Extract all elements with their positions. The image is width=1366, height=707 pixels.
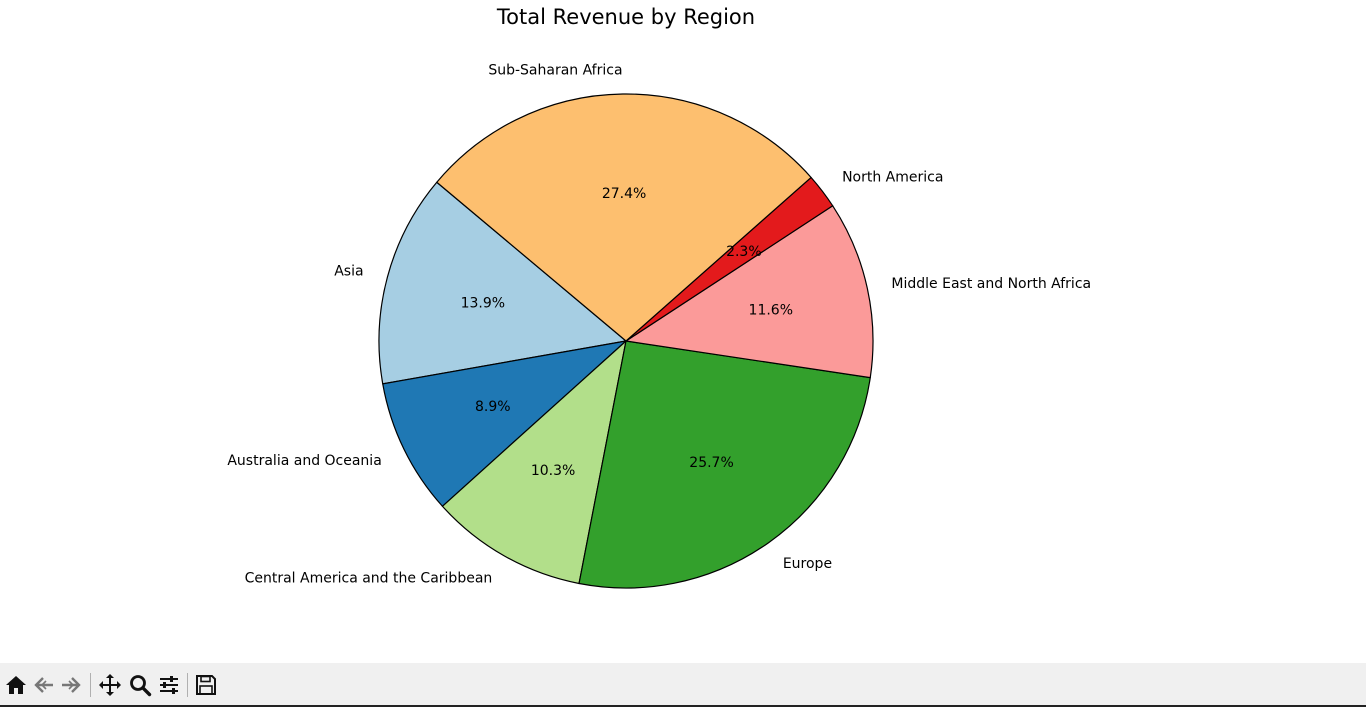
figure-canvas: Total Revenue by Region 13.9% Asia 8.9% Aus… [227, 5, 1091, 589]
pie-slice [578, 340, 871, 589]
slice-percentage-label: 10.3% [531, 463, 575, 479]
forward-button[interactable] [57, 671, 85, 699]
back-arrow-icon [34, 677, 53, 693]
slice-category-label: Europe [783, 556, 832, 572]
navigation-toolbar [0, 663, 1366, 707]
pie-slice [441, 340, 627, 585]
slice-percentage-label: 25.7% [689, 455, 733, 471]
configure-subplots-button[interactable] [155, 671, 183, 699]
forward-arrow-icon [62, 677, 81, 693]
pie-slice [382, 340, 627, 507]
move-icon [99, 674, 121, 696]
pie-slice [625, 205, 874, 379]
home-icon [6, 676, 26, 694]
zoom-button[interactable] [126, 671, 154, 699]
back-button[interactable] [30, 671, 58, 699]
pie-slice [436, 93, 812, 342]
slice-category-label: Australia and Oceania [227, 453, 381, 469]
pan-button[interactable] [96, 671, 124, 699]
slice-percentage-label: 11.6% [749, 302, 793, 318]
slice-category-label: North America [842, 169, 943, 185]
home-button[interactable] [2, 671, 30, 699]
slice-percentage-label: 27.4% [602, 186, 646, 202]
sliders-icon [160, 676, 178, 694]
slice-category-label: Middle East and North Africa [891, 276, 1091, 292]
slice-category-label: Asia [334, 264, 363, 280]
save-icon [196, 675, 216, 695]
slice-category-label: Sub-Saharan Africa [488, 62, 622, 78]
slice-percentage-label: 13.9% [461, 296, 505, 312]
save-button[interactable] [192, 671, 220, 699]
toolbar-separator [90, 673, 91, 697]
pie-slice [378, 181, 627, 385]
slice-category-label: Central America and the Caribbean [245, 571, 493, 587]
toolbar-separator [187, 673, 188, 697]
pie-chart: Total Revenue by Region 13.9% Asia 8.9% Aus… [227, 5, 1091, 589]
zoom-icon [130, 675, 152, 697]
chart-title: Total Revenue by Region [496, 5, 755, 29]
slice-percentage-label: 8.9% [475, 399, 511, 415]
slice-percentage-label: 2.3% [726, 244, 762, 260]
